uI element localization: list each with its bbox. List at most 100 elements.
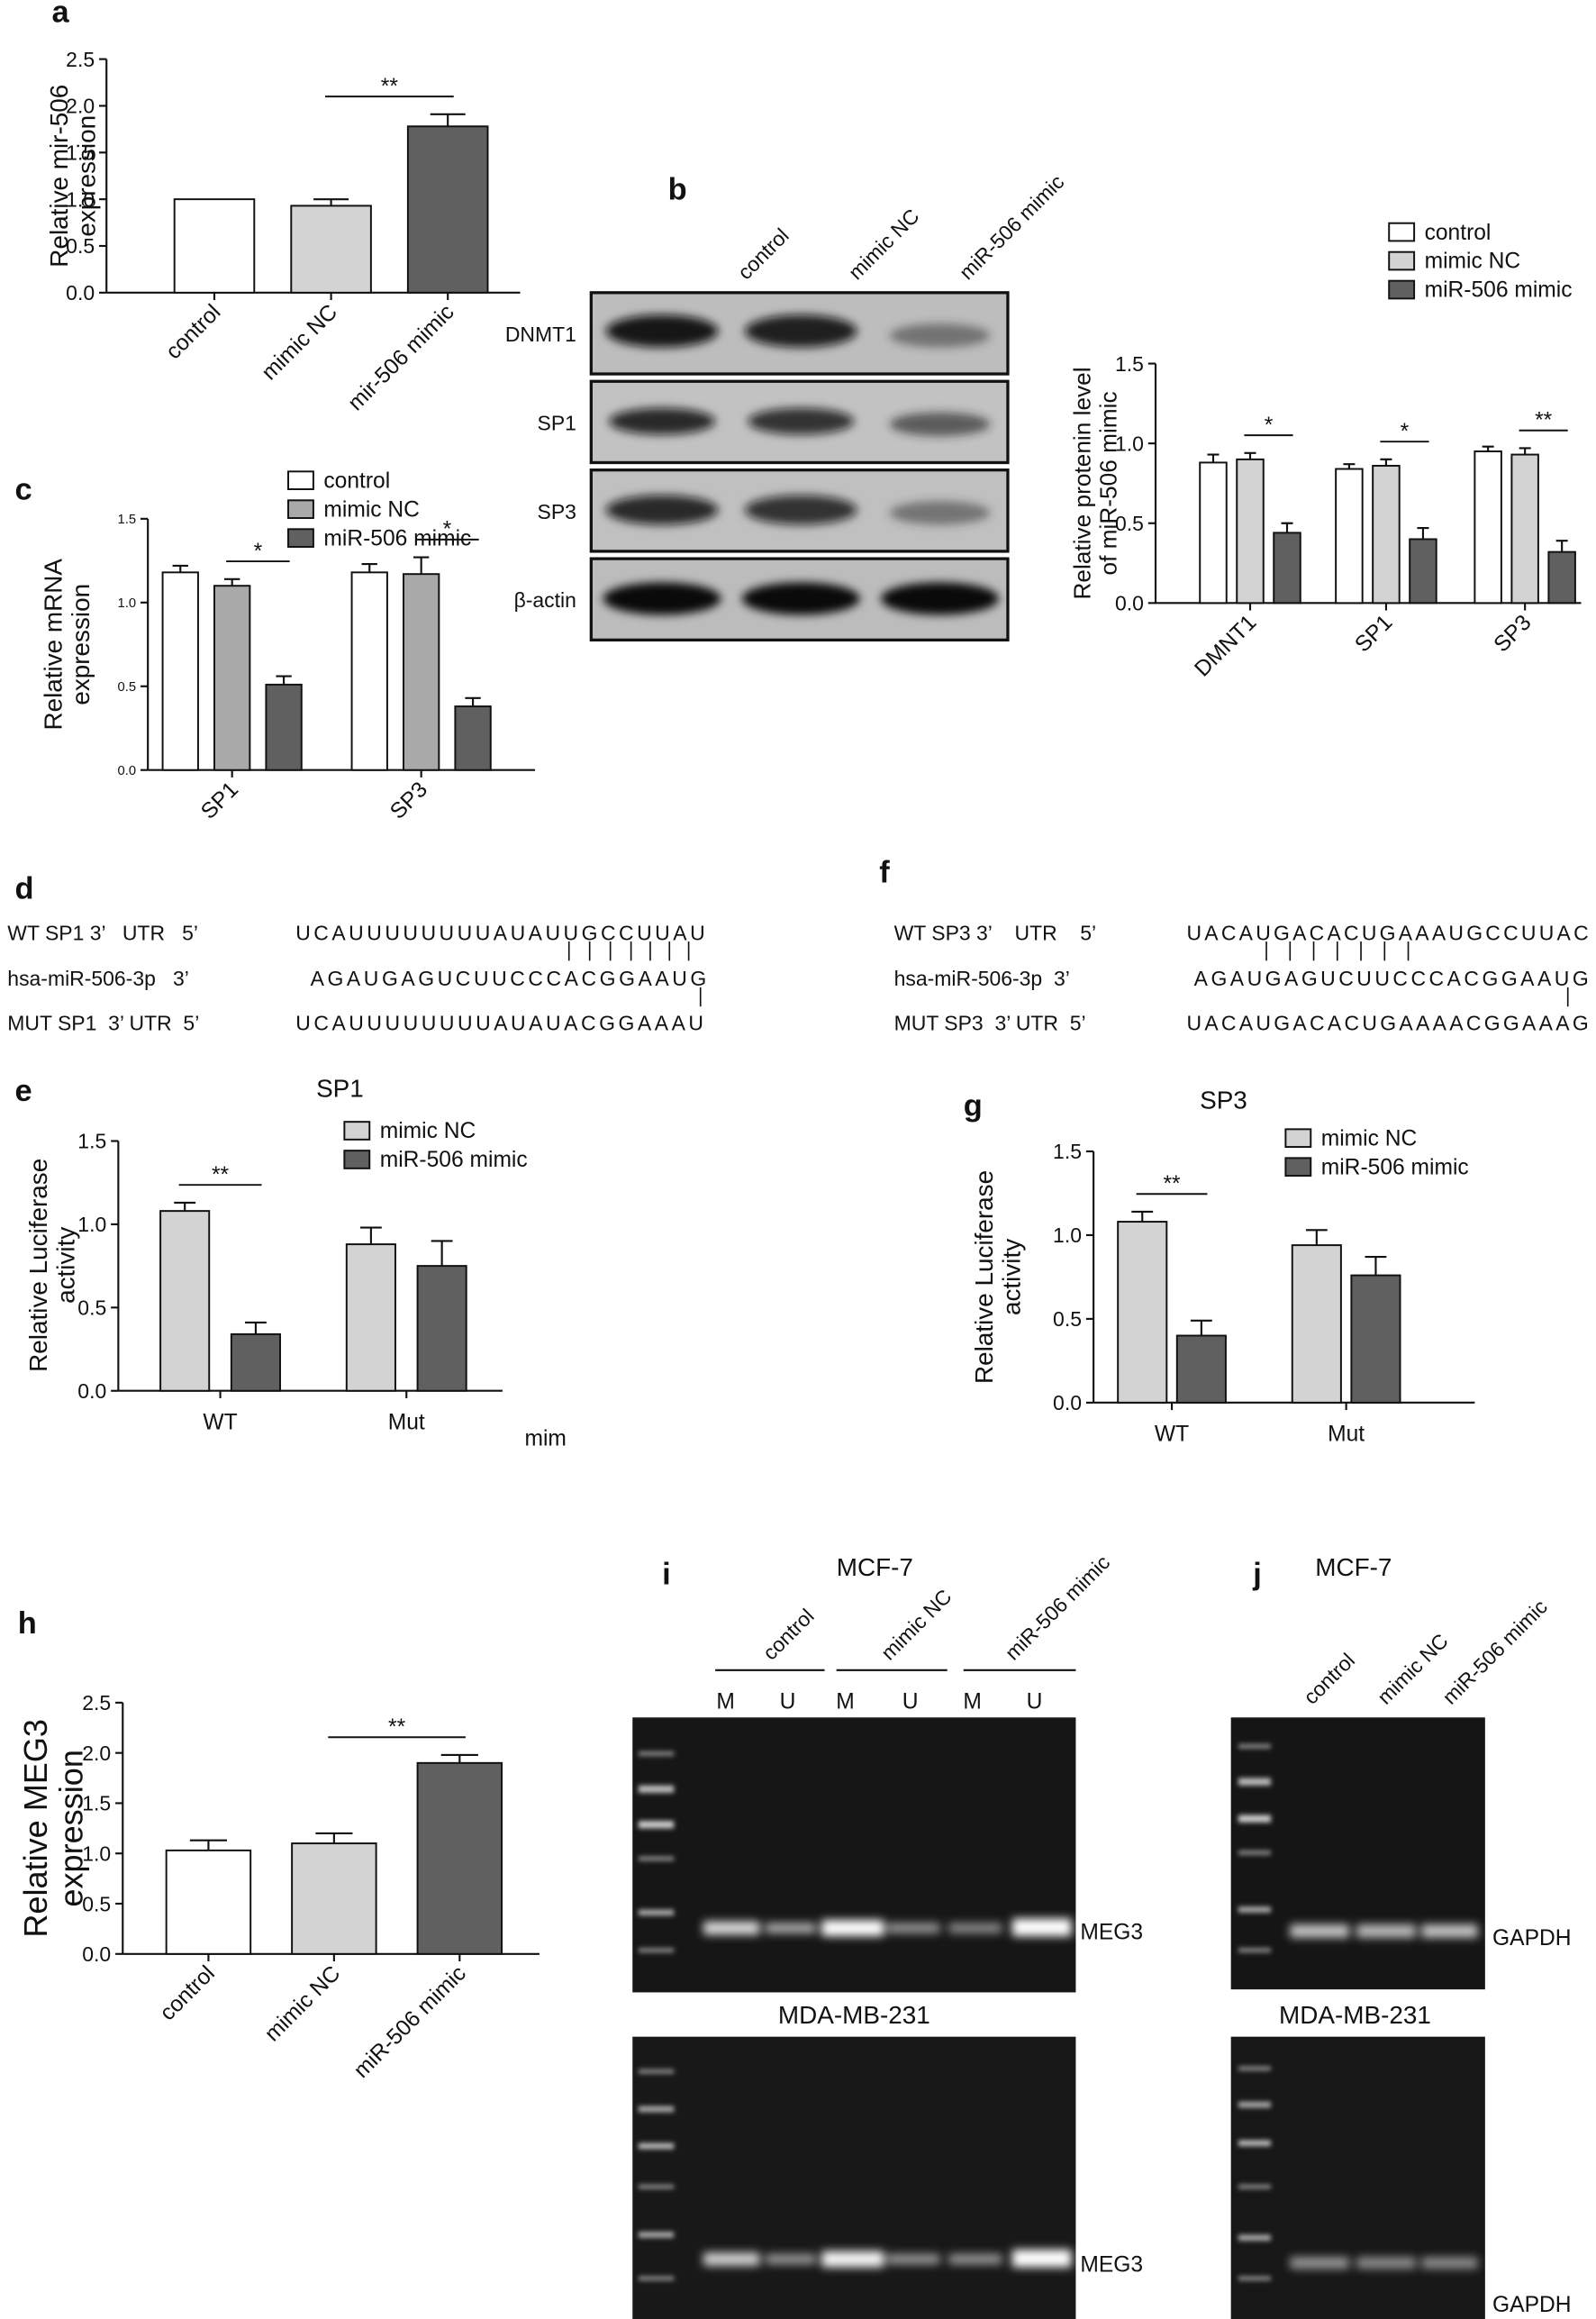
- y-tick-label: 0.0: [66, 281, 95, 305]
- error-bar: [174, 1201, 196, 1212]
- bar: [1199, 461, 1228, 605]
- panel-label: h: [18, 1606, 37, 1641]
- y-axis-label: expression: [53, 1750, 90, 1906]
- error-bar: [189, 1839, 227, 1851]
- gel-subtitle: MDA-MB-231: [778, 2001, 930, 2029]
- y-tick-label: 2.5: [82, 1691, 111, 1714]
- legend-label: mimic NC: [323, 497, 420, 522]
- error-bar: [413, 556, 430, 575]
- gel-bands: [703, 1918, 1478, 2269]
- x-tick-label: SP1: [196, 778, 243, 824]
- y-tick-label: 1.5: [1053, 1140, 1082, 1163]
- bar: [265, 683, 303, 771]
- legend-swatch: [1388, 250, 1416, 271]
- legend-label: miR-506 mimic: [323, 526, 471, 550]
- lane-label: mimic NC: [1373, 1629, 1453, 1709]
- lane-label: mimic NC: [876, 1585, 957, 1665]
- y-tick-label: 1.0: [82, 1842, 111, 1865]
- western-blot: [589, 291, 1010, 641]
- y-tick-label: 2.5: [66, 48, 95, 71]
- x-tick-label: Mut: [1328, 1423, 1365, 1447]
- error-bar: [1417, 526, 1429, 540]
- legend-label: miR-506 mimic: [1321, 1155, 1469, 1179]
- blot-row-label: SP1: [538, 411, 576, 434]
- y-axis-label: activity: [52, 1227, 80, 1304]
- y-axis-label: Relative mir-506: [45, 85, 73, 268]
- bar: [1273, 532, 1301, 605]
- x-tick-label: DMNT1: [1190, 610, 1261, 681]
- y-tick-label: 2.0: [66, 95, 95, 118]
- y-tick-label: 0.5: [77, 1296, 106, 1320]
- lane-label: control: [1299, 1649, 1359, 1709]
- gel: [1230, 2036, 1485, 2319]
- sequence: AGAUGAGUCUUCCCACGGAAUG: [311, 967, 707, 990]
- gel-subtitle: MDA-MB-231: [1279, 2001, 1431, 2029]
- error-bar: [359, 1226, 382, 1245]
- annotation: *: [1401, 420, 1410, 444]
- lane-label: control: [733, 223, 793, 284]
- x-tick-label: WT: [1155, 1423, 1189, 1447]
- x-tick-label: SP3: [1490, 610, 1537, 657]
- annotation: **: [1535, 409, 1553, 433]
- y-tick-label: 0.5: [66, 234, 95, 258]
- y-tick-label: 2.0: [82, 1742, 111, 1765]
- error-bar: [1343, 463, 1356, 469]
- y-axis-label: Relative mRNA: [39, 559, 67, 731]
- legend-label: miR-506 mimic: [380, 1148, 528, 1172]
- annotation: mim: [525, 1426, 567, 1451]
- annotation: *: [1265, 414, 1274, 438]
- error-bar: [1380, 458, 1392, 466]
- bar: [1291, 1244, 1342, 1404]
- bar: [454, 705, 492, 771]
- well-label: M: [836, 1689, 855, 1714]
- sequence: UCAUUUUUUUUAUAUUGCCUUAU: [295, 921, 704, 944]
- error-bar: [361, 562, 377, 573]
- chart: 0.0 0.5 1.0 1.5 Relative mRNA expression contr…: [39, 468, 535, 824]
- bar: [345, 1243, 396, 1392]
- lane-label: miR-506 mimic: [955, 170, 1069, 285]
- bar: [290, 205, 372, 294]
- sequence-label: MUT SP1 3’ UTR 5’: [7, 1011, 199, 1034]
- legend-label: mimic NC: [1425, 250, 1521, 274]
- well-label: U: [1027, 1689, 1043, 1714]
- error-bar: [245, 1321, 267, 1334]
- well-label: U: [902, 1689, 919, 1714]
- sequence: UACAUGACACUGAAAUGCCUUAC: [1186, 921, 1588, 944]
- sequence-label: hsa-miR-506-3p 3’: [894, 967, 1070, 990]
- gel-title: MCF-7: [837, 1553, 913, 1581]
- bar: [230, 1332, 281, 1392]
- x-tick-label: mir-506 mimic: [343, 300, 458, 415]
- sequence: UACAUGACACUGAAAACGGAAAG: [1186, 1011, 1588, 1034]
- y-axis-label: Relative Luciferase: [24, 1159, 52, 1372]
- x-tick-label: miR-506 mimic: [349, 1961, 471, 2083]
- y-tick-label: 0.0: [1115, 592, 1144, 615]
- error-bar: [172, 564, 188, 573]
- band-label: GAPDH: [1492, 2293, 1571, 2317]
- x-tick-label: SP1: [1350, 610, 1397, 657]
- y-tick-label: 1.0: [1115, 432, 1144, 455]
- gel: [1230, 1717, 1485, 1990]
- y-tick-label: 1.5: [118, 513, 137, 527]
- y-axis-label: activity: [998, 1239, 1026, 1315]
- panel-label: i: [662, 1558, 671, 1592]
- ladder: [638, 1743, 1271, 2281]
- error-bar: [1207, 453, 1220, 463]
- chart: 0.0 0.5 1.0 1.5 2.0 2.5 Relative MEG3expressio…: [17, 1691, 540, 2083]
- y-tick-label: 0.0: [77, 1379, 106, 1403]
- panel-label: b: [668, 172, 687, 206]
- bar: [1335, 468, 1364, 605]
- panel-label: g: [964, 1089, 983, 1123]
- x-tick-label: mimic NC: [260, 1961, 345, 2046]
- error-bar: [1244, 451, 1256, 459]
- legend-label: mimic NC: [1321, 1126, 1418, 1150]
- lane-label: control: [758, 1604, 819, 1664]
- blot-row-label: SP3: [538, 500, 576, 523]
- panel-label: f: [879, 855, 890, 889]
- well-label: U: [780, 1689, 796, 1714]
- annotation: **: [212, 1163, 230, 1187]
- error-bar: [1482, 445, 1494, 452]
- gel: [632, 1717, 1076, 1993]
- annotation: **: [381, 75, 399, 99]
- panel-label: d: [15, 871, 34, 905]
